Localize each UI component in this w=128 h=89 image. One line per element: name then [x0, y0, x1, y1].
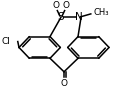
Text: O: O [53, 1, 60, 10]
Text: Cl: Cl [2, 37, 10, 46]
Text: S: S [58, 12, 64, 22]
Text: O: O [62, 1, 69, 10]
Text: O: O [61, 79, 67, 88]
Text: N: N [75, 12, 83, 22]
Text: CH₃: CH₃ [93, 8, 109, 17]
